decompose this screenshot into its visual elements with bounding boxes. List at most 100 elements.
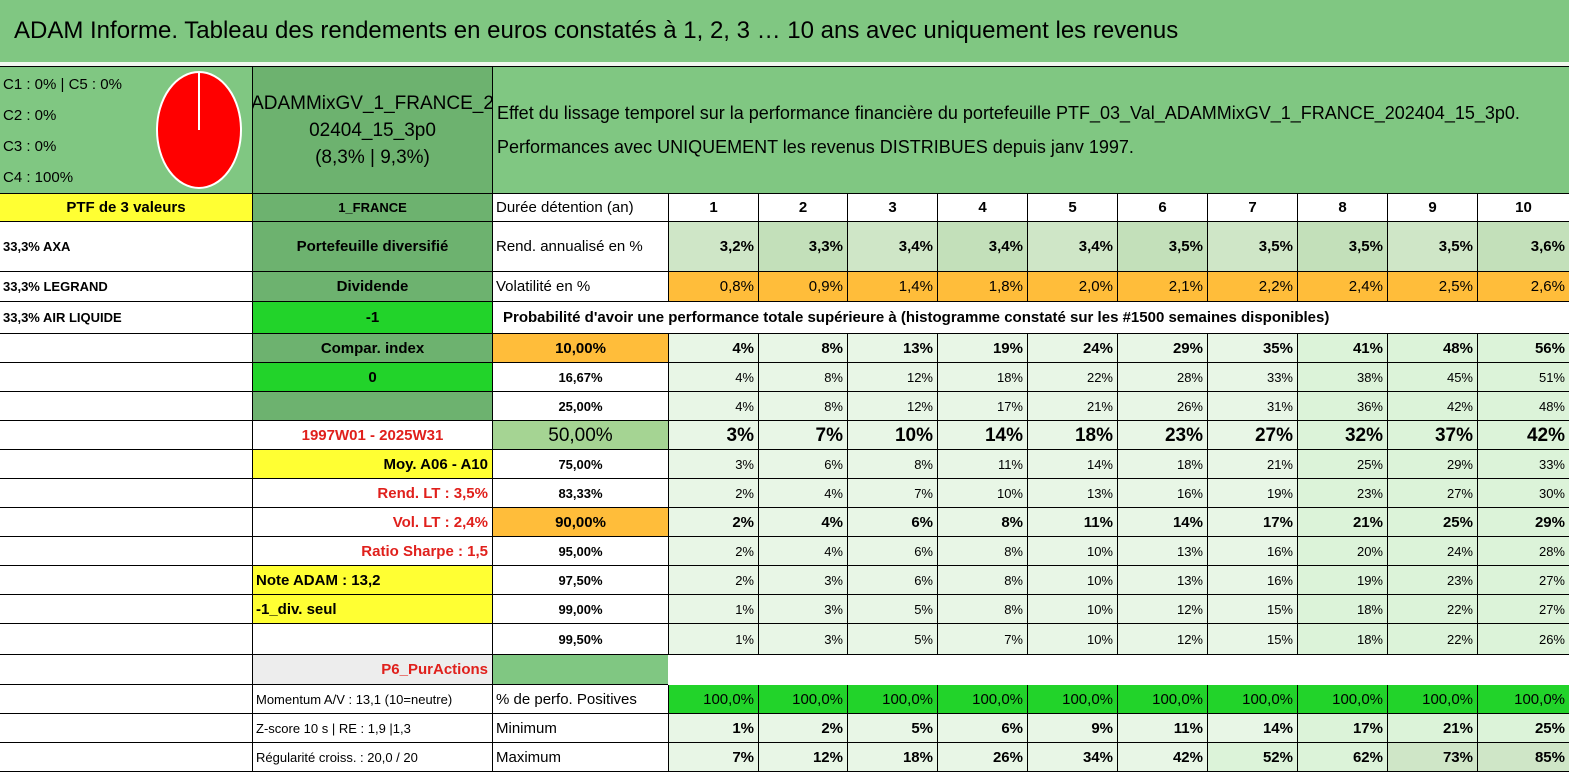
prob-cell-4-8[interactable]: 25% xyxy=(1297,450,1387,479)
prob-cell-2-1[interactable]: 4% xyxy=(668,392,758,421)
min-value-3[interactable]: 5% xyxy=(847,714,937,743)
probability-title[interactable]: Probabilité d'avoir une performance tota… xyxy=(492,302,1569,334)
vol-value-2[interactable]: 0,9% xyxy=(758,272,847,302)
prob-cell-3-6[interactable]: 23% xyxy=(1117,421,1207,450)
minus-one-cell[interactable]: -1 xyxy=(252,302,492,334)
prob-cell-1-9[interactable]: 45% xyxy=(1387,363,1477,392)
prob-cell-2-10[interactable]: 48% xyxy=(1477,392,1569,421)
prob-cell-6-9[interactable]: 25% xyxy=(1387,508,1477,537)
vol-value-6[interactable]: 2,1% xyxy=(1117,272,1207,302)
pos-label[interactable]: % de perfo. Positives xyxy=(492,685,668,714)
prob-cell-1-8[interactable]: 38% xyxy=(1297,363,1387,392)
rend-value-1[interactable]: 3,2% xyxy=(668,222,758,272)
prob-cell-1-4[interactable]: 18% xyxy=(937,363,1027,392)
prob-cell-9-8[interactable]: 18% xyxy=(1297,595,1387,624)
max-value-4[interactable]: 26% xyxy=(937,743,1027,772)
prob-cell-3-1[interactable]: 3% xyxy=(668,421,758,450)
pos-value-6[interactable]: 100,0% xyxy=(1117,685,1207,714)
max-value-7[interactable]: 52% xyxy=(1207,743,1297,772)
prob-cell-7-6[interactable]: 13% xyxy=(1117,537,1207,566)
threshold-8[interactable]: 97,50% xyxy=(492,566,668,595)
prob-cell-8-4[interactable]: 8% xyxy=(937,566,1027,595)
prob-cell-5-10[interactable]: 30% xyxy=(1477,479,1569,508)
threshold-2[interactable]: 25,00% xyxy=(492,392,668,421)
zscore-label[interactable]: Z-score 10 s | RE : 1,9 |1,3 xyxy=(252,714,492,743)
prob-cell-4-6[interactable]: 18% xyxy=(1117,450,1207,479)
empty-cell-a-0[interactable] xyxy=(0,334,252,363)
prob-cell-9-4[interactable]: 8% xyxy=(937,595,1027,624)
prob-cell-8-8[interactable]: 19% xyxy=(1297,566,1387,595)
threshold-7[interactable]: 95,00% xyxy=(492,537,668,566)
empty-cell-a-9[interactable] xyxy=(0,595,252,624)
moy-label[interactable]: Moy. A06 - A10 xyxy=(252,450,492,479)
prob-cell-0-10[interactable]: 56% xyxy=(1477,334,1569,363)
max-value-8[interactable]: 62% xyxy=(1297,743,1387,772)
prob-cell-10-6[interactable]: 12% xyxy=(1117,624,1207,655)
prob-cell-9-10[interactable]: 27% xyxy=(1477,595,1569,624)
div-seul-label[interactable]: -1_div. seul xyxy=(252,595,492,624)
vol-value-1[interactable]: 0,8% xyxy=(668,272,758,302)
prob-cell-3-3[interactable]: 10% xyxy=(847,421,937,450)
prob-cell-5-3[interactable]: 7% xyxy=(847,479,937,508)
vol-lt-label[interactable]: Vol. LT : 2,4% xyxy=(252,508,492,537)
market-label[interactable]: 1_FRANCE xyxy=(252,194,492,222)
prob-cell-6-1[interactable]: 2% xyxy=(668,508,758,537)
prob-cell-7-8[interactable]: 20% xyxy=(1297,537,1387,566)
rend-value-10[interactable]: 3,6% xyxy=(1477,222,1569,272)
max-value-2[interactable]: 12% xyxy=(758,743,847,772)
year-header-5[interactable]: 5 xyxy=(1027,194,1117,222)
prob-cell-0-3[interactable]: 13% xyxy=(847,334,937,363)
prob-cell-4-2[interactable]: 6% xyxy=(758,450,847,479)
prob-cell-8-1[interactable]: 2% xyxy=(668,566,758,595)
prob-cell-7-10[interactable]: 28% xyxy=(1477,537,1569,566)
rend-value-8[interactable]: 3,5% xyxy=(1297,222,1387,272)
prob-cell-6-5[interactable]: 11% xyxy=(1027,508,1117,537)
prob-cell-9-9[interactable]: 22% xyxy=(1387,595,1477,624)
prob-cell-0-4[interactable]: 19% xyxy=(937,334,1027,363)
empty-cell-a-10[interactable] xyxy=(0,624,252,655)
vol-label[interactable]: Volatilité en % xyxy=(492,272,668,302)
prob-cell-8-2[interactable]: 3% xyxy=(758,566,847,595)
max-value-9[interactable]: 73% xyxy=(1387,743,1477,772)
prob-cell-3-9[interactable]: 37% xyxy=(1387,421,1477,450)
prob-cell-4-3[interactable]: 8% xyxy=(847,450,937,479)
rend-value-2[interactable]: 3,3% xyxy=(758,222,847,272)
prob-cell-4-1[interactable]: 3% xyxy=(668,450,758,479)
prob-cell-4-4[interactable]: 11% xyxy=(937,450,1027,479)
year-header-10[interactable]: 10 xyxy=(1477,194,1569,222)
prob-cell-9-6[interactable]: 12% xyxy=(1117,595,1207,624)
compar-index-value[interactable]: 0 xyxy=(252,363,492,392)
prob-cell-0-1[interactable]: 4% xyxy=(668,334,758,363)
empty-cell-a-11[interactable] xyxy=(0,655,252,685)
prob-cell-8-5[interactable]: 10% xyxy=(1027,566,1117,595)
compar-index-label[interactable]: Compar. index xyxy=(252,334,492,363)
prob-cell-3-10[interactable]: 42% xyxy=(1477,421,1569,450)
prob-cell-5-2[interactable]: 4% xyxy=(758,479,847,508)
max-value-3[interactable]: 18% xyxy=(847,743,937,772)
prob-cell-1-2[interactable]: 8% xyxy=(758,363,847,392)
momentum-label[interactable]: Momentum A/V : 13,1 (10=neutre) xyxy=(252,685,492,714)
prob-cell-9-2[interactable]: 3% xyxy=(758,595,847,624)
prob-cell-6-3[interactable]: 6% xyxy=(847,508,937,537)
holding-1[interactable]: 33,3% AXA xyxy=(0,222,252,272)
prob-cell-7-4[interactable]: 8% xyxy=(937,537,1027,566)
vol-value-4[interactable]: 1,8% xyxy=(937,272,1027,302)
threshold-5[interactable]: 83,33% xyxy=(492,479,668,508)
prob-cell-2-2[interactable]: 8% xyxy=(758,392,847,421)
prob-cell-2-9[interactable]: 42% xyxy=(1387,392,1477,421)
threshold-6[interactable]: 90,00% xyxy=(492,508,668,537)
prob-cell-10-10[interactable]: 26% xyxy=(1477,624,1569,655)
prob-cell-2-7[interactable]: 31% xyxy=(1207,392,1297,421)
max-label[interactable]: Maximum xyxy=(492,743,668,772)
rend-value-9[interactable]: 3,5% xyxy=(1387,222,1477,272)
min-value-1[interactable]: 1% xyxy=(668,714,758,743)
pos-value-5[interactable]: 100,0% xyxy=(1027,685,1117,714)
pos-value-10[interactable]: 100,0% xyxy=(1477,685,1569,714)
empty-cell-a-13[interactable] xyxy=(0,714,252,743)
rend-value-4[interactable]: 3,4% xyxy=(937,222,1027,272)
min-value-2[interactable]: 2% xyxy=(758,714,847,743)
empty-cell-a-8[interactable] xyxy=(0,566,252,595)
prob-cell-4-5[interactable]: 14% xyxy=(1027,450,1117,479)
min-label[interactable]: Minimum xyxy=(492,714,668,743)
vol-value-3[interactable]: 1,4% xyxy=(847,272,937,302)
